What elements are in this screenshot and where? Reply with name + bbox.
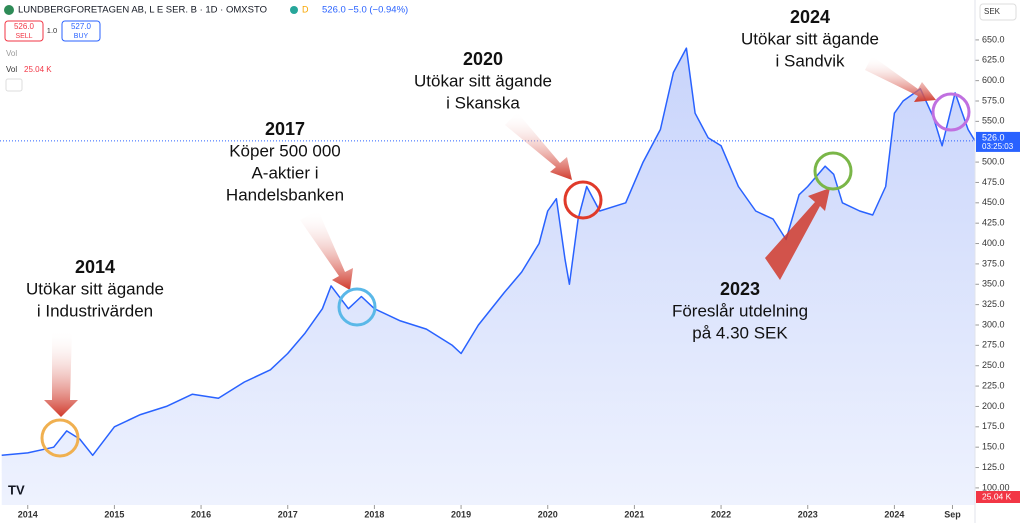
price: 526.0: [322, 5, 346, 16]
arrow: [505, 112, 572, 180]
badge: D: [302, 4, 309, 14]
y-tick-label: 375.0: [982, 258, 1005, 268]
price-tag-box: [976, 131, 1020, 152]
y-tick-label: 150.0: [982, 442, 1005, 452]
annotation-year: 2023: [720, 279, 760, 299]
x-tick-label: 2023: [798, 509, 818, 519]
arrow: [865, 56, 936, 102]
annotation-year: 2024: [790, 7, 830, 27]
x-tick-label: 2017: [278, 509, 298, 519]
highlight-circle: [931, 92, 971, 132]
volume-tag-box: [976, 491, 1020, 503]
x-tick-label: 2015: [104, 509, 124, 519]
annotation-year: 2014: [75, 257, 115, 277]
y-tick-label: 475.0: [982, 177, 1005, 187]
vol-title: Vol: [6, 65, 17, 74]
area: [1, 48, 975, 505]
sell-label: SELL: [15, 33, 32, 40]
highlight-circle: [40, 418, 80, 458]
highlight-circle: [813, 151, 853, 191]
volume-tag: 25.04 K: [982, 491, 1012, 501]
currency-box[interactable]: [979, 3, 1017, 21]
x-tick-label: 2019: [451, 509, 471, 519]
y-tick-label: 450.0: [982, 197, 1005, 207]
y-tick-label: 600.0: [982, 75, 1005, 85]
y-tick-label: 400.0: [982, 238, 1005, 248]
sell-button[interactable]: [4, 20, 44, 42]
annotation-text: Utökar sitt ägande: [26, 279, 164, 298]
annotation-text: Utökar sitt ägande: [414, 71, 552, 90]
status-dot: [290, 6, 298, 14]
y-tick-label: 225.0: [982, 380, 1005, 390]
vol-value: 25.04 K: [24, 65, 52, 74]
y-tick-label: 650.0: [982, 34, 1005, 44]
y-tick-label: 300.0: [982, 319, 1005, 329]
annotation-text: Föreslår utdelning: [672, 301, 808, 320]
circles: [40, 92, 971, 458]
y-tick-label: 200.0: [982, 401, 1005, 411]
buy-label: BUY: [74, 33, 89, 40]
annotation-text: A-aktier i: [251, 163, 318, 182]
x-tick-label: 2021: [624, 509, 644, 519]
y-tick-label: 325.0: [982, 299, 1005, 309]
annotation-text: på 4.30 SEK: [692, 323, 788, 342]
annotation-year: 2020: [463, 49, 503, 69]
sell-price: 526.0: [14, 22, 35, 31]
vol-label: Vol: [6, 49, 17, 58]
arrow: [44, 330, 78, 417]
x-tick-label: 2020: [538, 509, 558, 519]
annotation-year: 2017: [265, 119, 305, 139]
buy-price: 527.0: [71, 22, 92, 31]
highlight-circle: [337, 287, 377, 327]
annotations: 2014 Utökar sitt ägande i Industrivärden 20…: [26, 7, 879, 343]
buy-button[interactable]: [61, 20, 101, 42]
x-tick-label: 2014: [18, 509, 38, 519]
annotation-text: Handelsbanken: [226, 185, 344, 204]
y-tick-label: 575.0: [982, 95, 1005, 105]
tv-logo: TV: [8, 482, 25, 497]
annotation-text: i Sandvik: [776, 51, 845, 70]
x-tick-label: 2018: [364, 509, 384, 519]
y-tick-label: 250.0: [982, 360, 1005, 370]
y-tick-label: 625.0: [982, 55, 1005, 65]
x-tick-label: 2016: [191, 509, 211, 519]
y-tick-label: 100.00: [982, 482, 1010, 492]
annotation-text: Utökar sitt ägande: [741, 29, 879, 48]
spread: 1.0: [47, 26, 57, 35]
y-tick-label: 275.0: [982, 340, 1005, 350]
y-tick-label: 350.0: [982, 279, 1005, 289]
y-tick-label: 125.0: [982, 462, 1005, 472]
x-tick-label: 2024: [884, 509, 904, 519]
y-tick-label: 550.0: [982, 116, 1005, 126]
arrows: [44, 56, 936, 417]
price-line: [1, 47, 976, 457]
highlight-circle: [563, 180, 603, 220]
symbol-title: LUNDBERGFORETAGEN AB, L E SER. B · 1D · …: [18, 5, 267, 16]
y-tick-label: 175.0: [982, 421, 1005, 431]
y-tick-label: 425.0: [982, 218, 1005, 228]
plot: [0, 39, 979, 505]
x-tick-label: 2022: [711, 509, 731, 519]
y-tick-label: 500.0: [982, 156, 1005, 166]
annotation-text: i Skanska: [446, 93, 520, 112]
change: −5.0 (−0.94%): [348, 5, 408, 16]
x-tick-label: Sep: [944, 509, 961, 519]
annotation-text: i Industrivärden: [37, 301, 153, 320]
collapse-button[interactable]: [5, 78, 23, 92]
annotation-text: Köper 500 000: [229, 141, 341, 160]
currency: SEK: [984, 7, 1001, 16]
arrow: [765, 188, 830, 280]
arrow: [300, 210, 353, 290]
price-tag: 526.0: [982, 132, 1005, 142]
logo: [4, 5, 14, 15]
time-tag: 03:25:03: [982, 142, 1014, 151]
